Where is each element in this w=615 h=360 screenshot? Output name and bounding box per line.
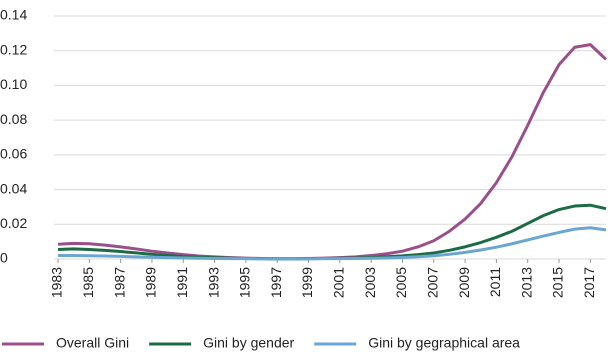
x-tick-label: 1989	[143, 267, 159, 298]
x-tick-label: 1999	[299, 267, 315, 298]
x-tick-label: 1993	[205, 267, 221, 298]
y-tick-label: 0.02	[0, 215, 27, 231]
series-line	[58, 226, 607, 261]
y-tick-label: 0.06	[0, 146, 27, 162]
legend-label: Gini by gender	[203, 335, 294, 351]
legend-label: Gini by gegraphical area	[368, 335, 520, 351]
x-tick-label: 1991	[174, 267, 190, 298]
y-tick-label: 0.04	[0, 180, 27, 196]
x-tick-label: 1987	[111, 267, 127, 298]
x-tick-label: 2011	[487, 267, 503, 297]
x-tick-label: 1995	[237, 267, 253, 298]
y-tick-label: 0.12	[0, 41, 27, 57]
y-tick-label: 0.14	[0, 7, 27, 23]
x-tick-label: 2009	[456, 267, 472, 298]
y-tick-label: 0.10	[0, 76, 27, 92]
legend-label: Overall Gini	[56, 335, 129, 351]
x-tick-label: 1983	[49, 267, 65, 298]
x-tick-label: 2015	[550, 267, 566, 298]
x-tick-label: 2005	[393, 267, 409, 298]
x-tick-label: 2013	[518, 267, 534, 298]
y-tick-label: 0.08	[0, 111, 27, 127]
x-tick-label: 2007	[424, 267, 440, 298]
x-tick-label: 1985	[80, 267, 96, 298]
y-tick-label: 0	[0, 250, 8, 266]
x-tick-label: 2003	[362, 267, 378, 298]
x-tick-label: 2017	[581, 267, 597, 298]
x-tick-label: 1997	[268, 267, 284, 298]
x-tick-label: 2001	[331, 267, 347, 298]
